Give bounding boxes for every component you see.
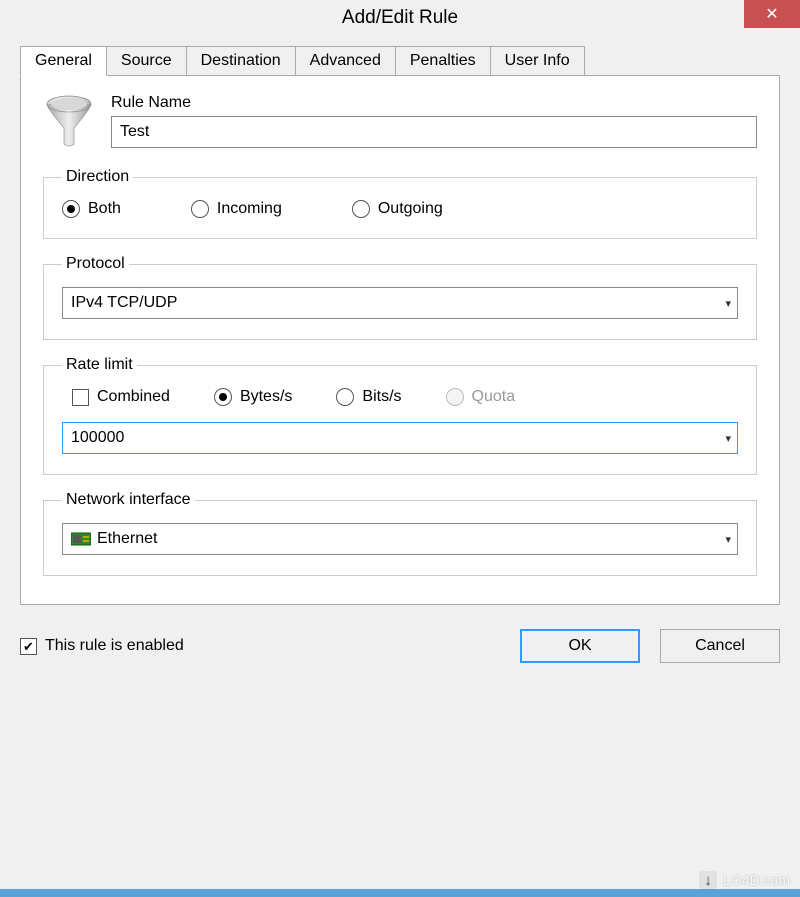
close-icon: ✕ <box>765 4 778 24</box>
direction-outgoing-label: Outgoing <box>378 200 443 218</box>
radio-icon <box>336 388 354 406</box>
unit-bytes-radio[interactable]: Bytes/s <box>214 388 292 406</box>
rate-limit-value: 100000 <box>71 429 124 447</box>
close-button[interactable]: ✕ <box>744 0 800 28</box>
direction-outgoing-radio[interactable]: Outgoing <box>352 200 443 218</box>
network-interface-select[interactable]: Ethernet ▾ <box>62 523 738 555</box>
ok-button[interactable]: OK <box>520 629 640 663</box>
tab-source[interactable]: Source <box>106 46 187 76</box>
direction-legend: Direction <box>62 168 133 186</box>
tab-strip: General Source Destination Advanced Pena… <box>20 46 780 76</box>
protocol-legend: Protocol <box>62 255 129 273</box>
radio-icon <box>214 388 232 406</box>
tab-destination[interactable]: Destination <box>186 46 296 76</box>
dialog-footer: This rule is enabled OK Cancel <box>20 629 780 663</box>
checkbox-icon <box>72 389 89 406</box>
protocol-group: Protocol IPv4 TCP/UDP ▾ <box>43 255 757 340</box>
watermark-text: LO4D.com <box>723 872 790 888</box>
client-area: General Source Destination Advanced Pena… <box>0 36 800 889</box>
tab-advanced[interactable]: Advanced <box>295 46 396 76</box>
rule-name-label: Rule Name <box>111 94 757 112</box>
direction-group: Direction Both Incoming Outgoing <box>43 168 757 239</box>
direction-both-label: Both <box>88 200 121 218</box>
unit-bits-radio[interactable]: Bits/s <box>336 388 401 406</box>
tab-panel-general: Rule Name Direction Both Incoming <box>20 75 780 605</box>
tab-user-info[interactable]: User Info <box>490 46 585 76</box>
rule-enabled-checkbox[interactable]: This rule is enabled <box>20 637 184 655</box>
chevron-down-icon: ▾ <box>725 297 731 310</box>
funnel-icon <box>43 94 95 150</box>
checkbox-icon <box>20 638 37 655</box>
radio-icon <box>352 200 370 218</box>
combined-label: Combined <box>97 388 170 406</box>
window-title: Add/Edit Rule <box>342 7 458 29</box>
rate-limit-group: Rate limit Combined Bytes/s Bits/s <box>43 356 757 475</box>
rule-enabled-label: This rule is enabled <box>45 637 184 655</box>
unit-bytes-label: Bytes/s <box>240 388 292 406</box>
radio-icon <box>62 200 80 218</box>
watermark: ↓ LO4D.com <box>699 871 790 889</box>
chevron-down-icon: ▾ <box>725 533 731 546</box>
direction-incoming-label: Incoming <box>217 200 282 218</box>
download-icon: ↓ <box>699 871 717 889</box>
protocol-select[interactable]: IPv4 TCP/UDP ▾ <box>62 287 738 319</box>
network-interface-value: Ethernet <box>97 530 157 548</box>
tab-general[interactable]: General <box>20 46 107 76</box>
cancel-button[interactable]: Cancel <box>660 629 780 663</box>
unit-quota-label: Quota <box>472 388 516 406</box>
chevron-down-icon: ▾ <box>725 432 731 445</box>
network-interface-group: Network interface Ethernet ▾ <box>43 491 757 576</box>
direction-incoming-radio[interactable]: Incoming <box>191 200 282 218</box>
protocol-value: IPv4 TCP/UDP <box>71 294 177 312</box>
unit-quota-radio: Quota <box>446 388 516 406</box>
rate-limit-legend: Rate limit <box>62 356 137 374</box>
titlebar[interactable]: Add/Edit Rule ✕ <box>0 0 800 36</box>
network-interface-legend: Network interface <box>62 491 195 509</box>
nic-icon <box>71 532 91 546</box>
radio-icon <box>191 200 209 218</box>
rule-name-input[interactable] <box>111 116 757 148</box>
combined-checkbox[interactable]: Combined <box>72 388 170 406</box>
radio-icon <box>446 388 464 406</box>
unit-bits-label: Bits/s <box>362 388 401 406</box>
direction-both-radio[interactable]: Both <box>62 200 121 218</box>
tab-penalties[interactable]: Penalties <box>395 46 491 76</box>
window-frame: Add/Edit Rule ✕ General Source Destinati… <box>0 0 800 897</box>
rate-limit-value-select[interactable]: 100000 ▾ <box>62 422 738 454</box>
